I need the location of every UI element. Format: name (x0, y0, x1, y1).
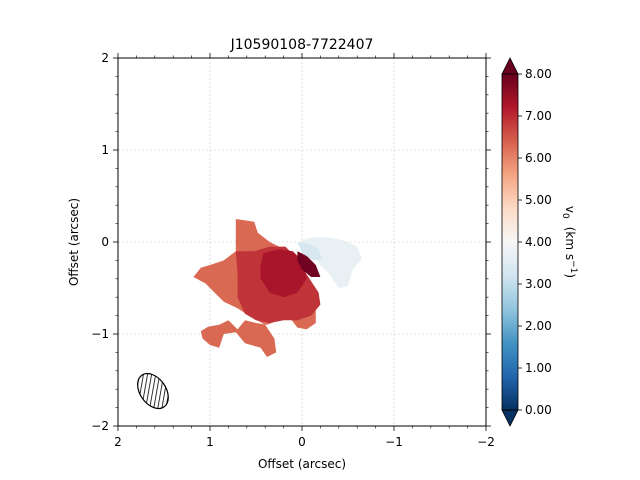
colorbar-tick-label: 7.00 (525, 109, 552, 123)
y-tick-label: 2 (101, 51, 109, 65)
y-tick-label: 0 (101, 235, 109, 249)
y-tick-label: −2 (91, 419, 109, 433)
y-tick-label: −1 (91, 327, 109, 341)
colorbar-tick-label: 3.00 (525, 277, 552, 291)
data-regions (193, 219, 362, 357)
velocity-region-5 (297, 242, 323, 261)
colorbar-label: v0 (km s−1) (560, 206, 578, 278)
colorbar-tick-label: 0.00 (525, 403, 552, 417)
colorbar-label-main: v (563, 206, 577, 213)
y-axis: −2 −1 0 1 2 (91, 51, 491, 433)
x-axis-label: Offset (arcsec) (258, 457, 346, 471)
colorbar-label-exp: −1 (568, 260, 578, 273)
chart-title: J10590108-7722407 (230, 37, 374, 53)
colorbar-tick-label: 4.00 (525, 235, 552, 249)
velocity-region-3 (297, 251, 321, 277)
velocity-region-2 (260, 249, 307, 298)
colorbar-extend-top (501, 57, 519, 75)
x-tick-label: −1 (385, 435, 403, 449)
beam-shape (137, 372, 169, 410)
colorbar-tick-label: 5.00 (525, 193, 552, 207)
colorbar-extend-bottom (501, 409, 519, 427)
x-axis: 2 1 0 −1 −2 (114, 53, 495, 449)
y-axis-label: Offset (arcsec) (67, 198, 81, 286)
colorbar-label-close: ) (563, 273, 577, 278)
colorbar-label-units: (km s (563, 227, 577, 260)
y-tick-label: 1 (101, 143, 109, 157)
beam-ellipse (137, 372, 169, 410)
colorbar-tick-label: 2.00 (525, 319, 552, 333)
x-tick-label: −2 (477, 435, 495, 449)
colorbar-tick-label: 6.00 (525, 151, 552, 165)
colorbar-tick-label: 8.00 (525, 67, 552, 81)
x-tick-label: 2 (114, 435, 122, 449)
x-tick-label: 1 (206, 435, 214, 449)
x-tick-label: 0 (298, 435, 306, 449)
colorbar-gradient (502, 74, 518, 410)
colorbar-tick-label: 1.00 (525, 361, 552, 375)
colorbar: 0.00 1.00 2.00 3.00 4.00 5.00 6.00 7.00 8.00 v0 (… (501, 57, 578, 427)
colorbar-label-sub: 0 (560, 213, 570, 219)
